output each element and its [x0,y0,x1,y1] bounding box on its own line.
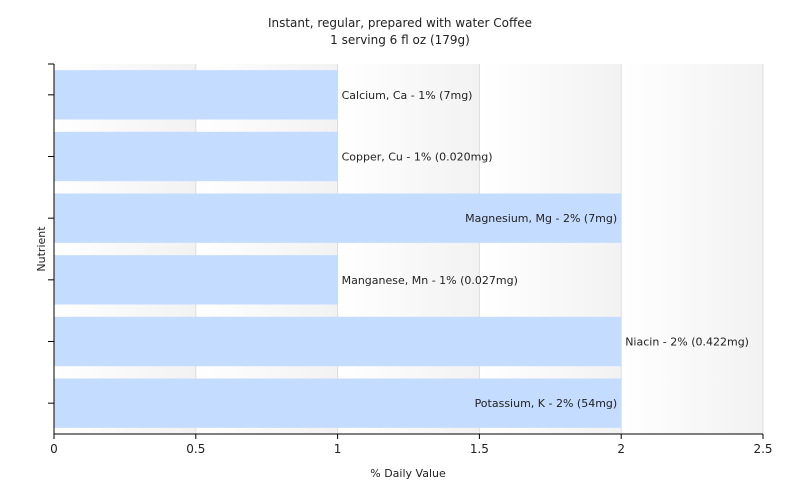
chart-subtitle: 1 serving 6 fl oz (179g) [330,33,470,47]
x-tick-label: 0 [50,442,58,456]
plot-background [54,64,763,434]
grid-lines [195,64,764,434]
plot-band [479,64,622,434]
bar [54,193,622,243]
bar-label: Niacin - 2% (0.422mg) [625,336,749,349]
bar-label: Copper, Cu - 1% (0.020mg) [342,151,493,164]
bar-label: Calcium, Ca - 1% (7mg) [342,89,473,102]
plot-band [54,64,196,434]
y-axis-label: Nutrient [35,226,48,272]
bar [54,70,338,120]
bar [54,316,622,367]
bar [54,131,338,182]
x-tick-label: 1.5 [470,442,489,456]
x-tick-label: 1 [334,442,342,456]
plot-band [621,64,763,434]
x-axis-label: % Daily Value [370,467,446,480]
x-tick-label: 0.5 [186,442,205,456]
chart-title: Instant, regular, prepared with water Co… [268,16,532,30]
bar [54,255,338,305]
bar-label: Potassium, K - 2% (54mg) [475,397,618,410]
plot-band [195,64,338,434]
bar-label: Magnesium, Mg - 2% (7mg) [465,212,617,225]
bars: Calcium, Ca - 1% (7mg) Copper, Cu - 1% (0… [54,70,749,428]
bar-label: Manganese, Mn - 1% (0.027mg) [342,274,518,287]
axes: 0 0.5 1 1.5 2 2.5 [48,63,773,456]
bar [54,378,622,428]
x-tick-label: 2 [617,442,625,456]
x-tick-label: 2.5 [753,442,772,456]
plot-band [337,64,480,434]
